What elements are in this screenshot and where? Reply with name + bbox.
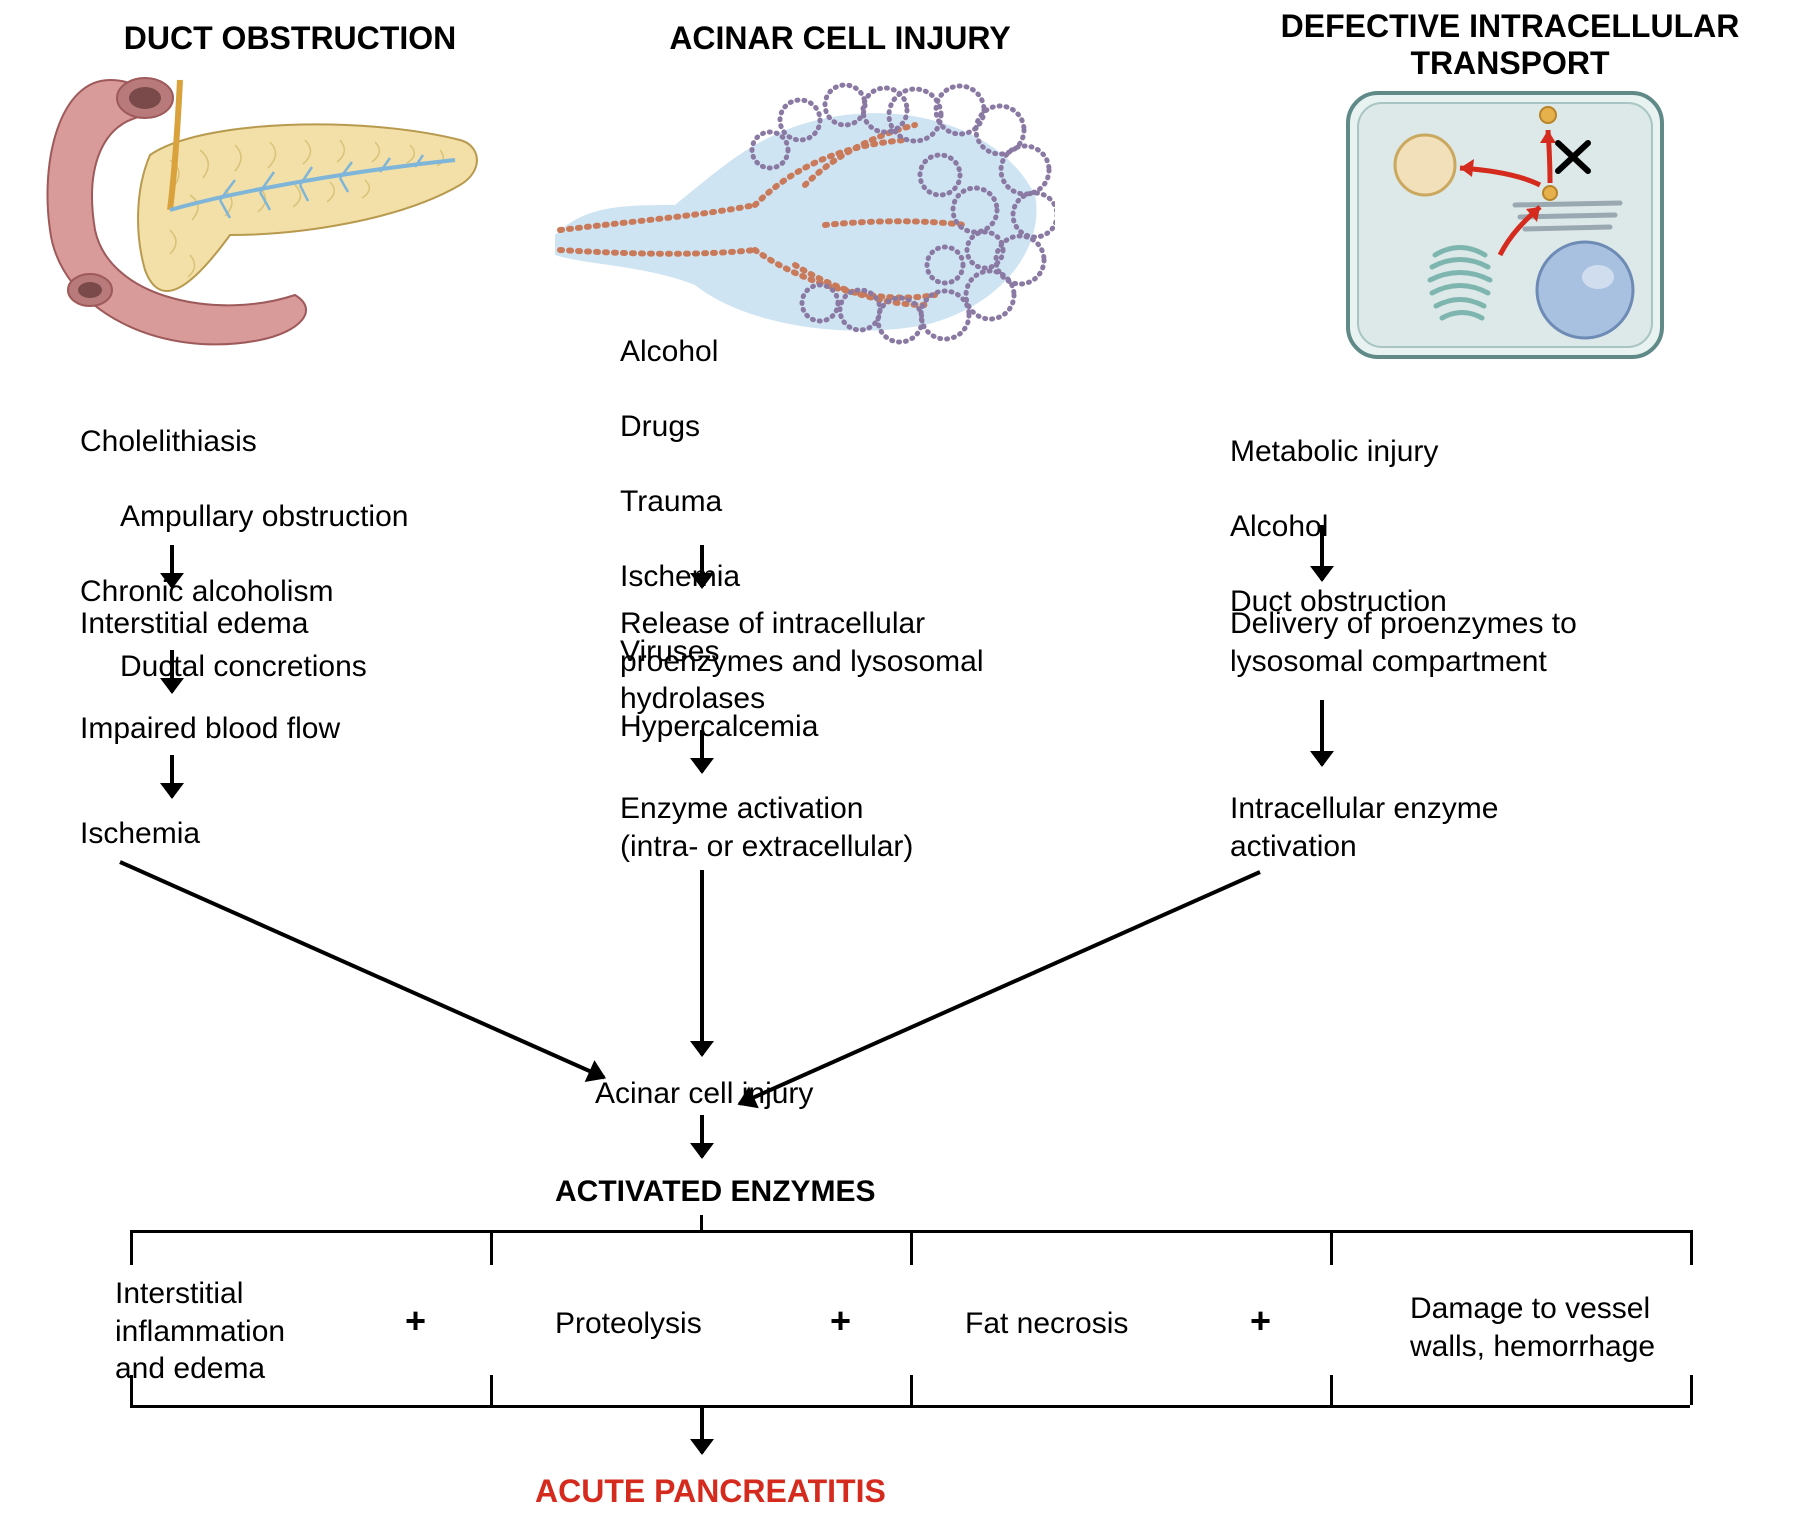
outcome-2: Proteolysis bbox=[555, 1305, 702, 1343]
bt-d2 bbox=[490, 1230, 493, 1265]
bb-u5 bbox=[1690, 1375, 1693, 1405]
c3-arrow-1 bbox=[1320, 525, 1324, 580]
plus-3: + bbox=[1250, 1300, 1271, 1342]
diag-arrow-left bbox=[119, 860, 605, 1079]
center-long-arrow bbox=[700, 870, 704, 1055]
final-diagnosis: ACUTE PANCREATITIS bbox=[535, 1473, 886, 1510]
bb-u1 bbox=[130, 1375, 133, 1405]
c2-step-1: Release of intracellular proenzymes and … bbox=[620, 605, 984, 718]
plus-1: + bbox=[405, 1300, 426, 1342]
c1-step-3: Ischemia bbox=[80, 815, 200, 853]
col1-causes: Cholelithiasis Ampullary obstruction Chr… bbox=[80, 385, 408, 723]
c1-step-1: Interstitial edema bbox=[80, 605, 308, 643]
col2-title: ACINAR CELL INJURY bbox=[640, 20, 1040, 57]
bt-d1 bbox=[130, 1230, 133, 1265]
diag-arrow-right bbox=[738, 870, 1260, 1105]
outcome-4: Damage to vessel walls, hemorrhage bbox=[1410, 1290, 1655, 1365]
c2-cause-1: Alcohol bbox=[620, 335, 718, 368]
c1-cause-3: Chronic alcoholism bbox=[80, 575, 333, 608]
c2-cause-4: Ischemia bbox=[620, 560, 740, 593]
outcome-1: Interstitial inflammation and edema bbox=[115, 1275, 285, 1388]
pancreas-illustration bbox=[40, 60, 490, 360]
c1-step-2: Impaired blood flow bbox=[80, 710, 340, 748]
bb-u2 bbox=[490, 1375, 493, 1405]
col3-title: DEFECTIVE INTRACELLULAR TRANSPORT bbox=[1230, 8, 1790, 82]
c3-step-1: Delivery of proenzymes to lysosomal comp… bbox=[1230, 605, 1577, 680]
c1-arrow-1 bbox=[170, 545, 174, 587]
c3-arrow-2 bbox=[1320, 700, 1324, 765]
bracket-bottom bbox=[130, 1405, 1690, 1408]
col3-title-line1: DEFECTIVE INTRACELLULAR bbox=[1281, 8, 1740, 44]
col1-title: DUCT OBSTRUCTION bbox=[100, 20, 480, 57]
c3-cause-1: Metabolic injury bbox=[1230, 435, 1438, 468]
bt-d3 bbox=[910, 1230, 913, 1265]
convergence-text: Acinar cell injury bbox=[595, 1075, 813, 1113]
c2-step-2: Enzyme activation (intra- or extracellul… bbox=[620, 790, 913, 865]
c1-cause-1: Cholelithiasis bbox=[80, 425, 257, 458]
c1-arrow-3 bbox=[170, 755, 174, 797]
c1-arrow-2 bbox=[170, 650, 174, 692]
c2-cause-2: Drugs bbox=[620, 410, 700, 443]
c1-cause-2: Ampullary obstruction bbox=[120, 498, 408, 536]
activated-enzymes: ACTIVATED ENZYMES bbox=[555, 1175, 876, 1209]
col3-title-line2: TRANSPORT bbox=[1410, 45, 1609, 81]
cell-illustration bbox=[1340, 85, 1670, 365]
bb-u4 bbox=[1330, 1375, 1333, 1405]
final-arrow bbox=[700, 1408, 704, 1453]
c2-cause-3: Trauma bbox=[620, 485, 722, 518]
col3-causes: Metabolic injury Alcohol Duct obstructio… bbox=[1230, 395, 1447, 620]
plus-2: + bbox=[830, 1300, 851, 1342]
c3-step-2: Intracellular enzyme activation bbox=[1230, 790, 1498, 865]
c2-arrow-1 bbox=[700, 545, 704, 587]
c2-arrow-2 bbox=[700, 730, 704, 772]
c3-cause-2: Alcohol bbox=[1230, 510, 1328, 543]
bt-d5 bbox=[1690, 1230, 1693, 1265]
bb-u3 bbox=[910, 1375, 913, 1405]
outcome-3: Fat necrosis bbox=[965, 1305, 1128, 1343]
activated-arrow bbox=[700, 1115, 704, 1157]
bt-d4 bbox=[1330, 1230, 1333, 1265]
